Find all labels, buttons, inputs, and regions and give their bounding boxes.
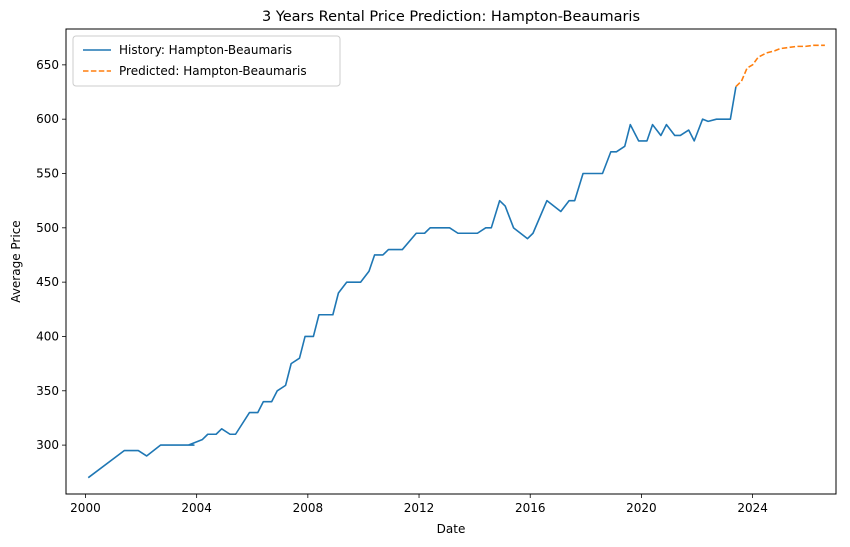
y-tick-label: 300: [36, 438, 59, 452]
x-tick-label: 2008: [293, 501, 324, 515]
legend: History: Hampton-Beaumaris Predicted: Ham…: [72, 35, 341, 87]
y-tick-label: 450: [36, 275, 59, 289]
plot-frame: [65, 28, 837, 495]
y-axis: 300 350 400 450 500 550 600 650: [36, 58, 66, 452]
y-tick-label: 350: [36, 384, 59, 398]
y-tick-label: 400: [36, 329, 59, 343]
legend-label: Predicted: Hampton-Beaumaris: [119, 64, 307, 78]
series-line-predicted: [735, 44, 825, 88]
legend-box: [72, 35, 341, 87]
plot-lines: [87, 44, 825, 479]
chart-title: 3 Years Rental Price Prediction: Hampton…: [262, 9, 640, 25]
y-tick-label: 500: [36, 221, 59, 235]
x-tick-label: 2012: [404, 501, 435, 515]
x-axis: 2000 2004 2008 2012 2016 2020 2024: [70, 494, 768, 515]
x-tick-label: 2024: [737, 501, 768, 515]
y-tick-label: 550: [36, 166, 59, 180]
y-tick-label: 600: [36, 112, 59, 126]
y-axis-title: Average Price: [9, 220, 23, 302]
x-axis-title: Date: [437, 522, 466, 536]
legend-label: History: Hampton-Beaumaris: [119, 43, 292, 57]
series-line-history: [87, 86, 737, 479]
x-tick-label: 2020: [626, 501, 657, 515]
x-tick-label: 2000: [70, 501, 101, 515]
y-tick-label: 650: [36, 58, 59, 72]
x-tick-label: 2016: [515, 501, 546, 515]
x-tick-label: 2004: [181, 501, 212, 515]
